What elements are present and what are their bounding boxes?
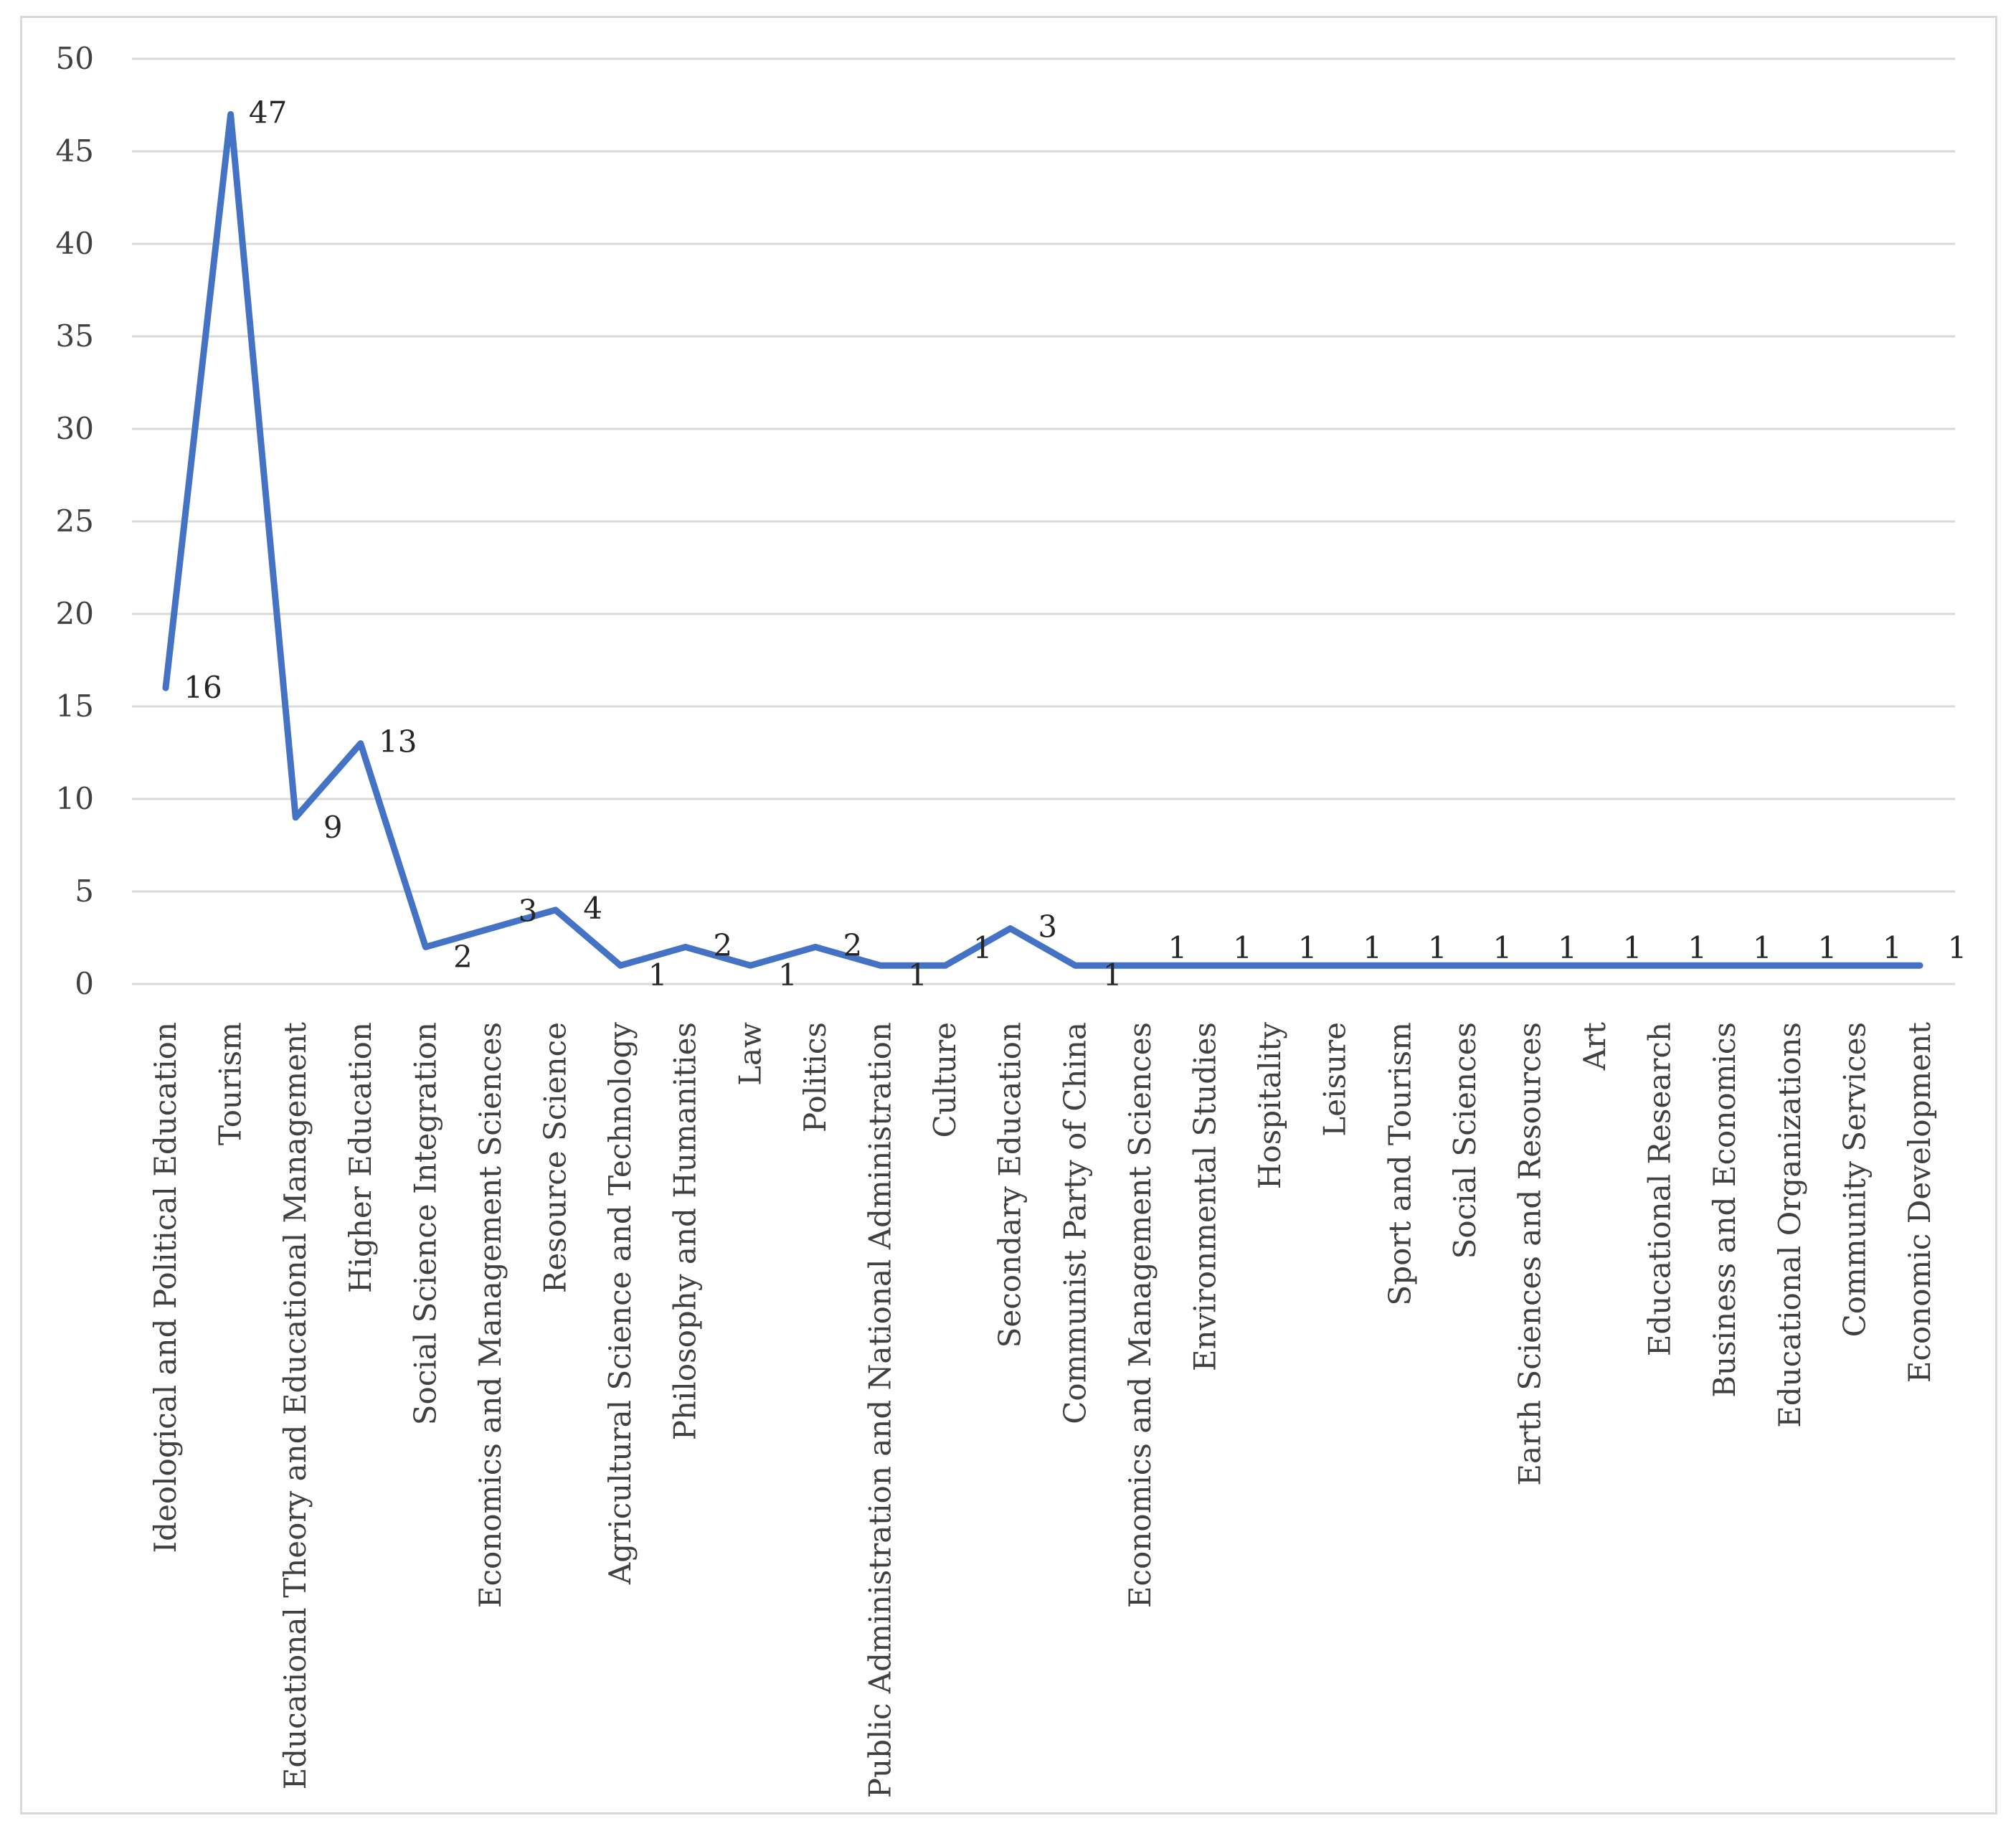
data-label-19: 1 bbox=[1428, 930, 1447, 965]
x-category-label-16: Environmental Studies bbox=[1187, 1022, 1222, 1371]
y-tick-label-50: 50 bbox=[56, 41, 94, 76]
y-tick-label-15: 15 bbox=[56, 689, 94, 724]
x-category-label-7: Agricultural Science and Technology bbox=[602, 1022, 638, 1585]
x-category-label-24: Business and Economics bbox=[1707, 1022, 1742, 1398]
y-tick-label-10: 10 bbox=[56, 781, 94, 816]
y-tick-label-20: 20 bbox=[56, 596, 94, 631]
data-label-17: 1 bbox=[1298, 930, 1317, 965]
y-tick-label-25: 25 bbox=[56, 503, 94, 539]
data-label-24: 1 bbox=[1753, 930, 1772, 965]
data-label-7: 1 bbox=[648, 957, 668, 993]
data-label-23: 1 bbox=[1688, 930, 1707, 965]
data-label-3: 13 bbox=[379, 724, 417, 760]
x-category-label-4: Social Science Integration bbox=[407, 1022, 443, 1425]
x-category-label-17: Hospitality bbox=[1252, 1022, 1287, 1189]
gridlines bbox=[132, 57, 1955, 985]
x-axis-category-labels: Ideological and Political Education Touri… bbox=[148, 1022, 1937, 1798]
data-label-0: 16 bbox=[184, 670, 222, 705]
x-category-label-14: Communist Party of China bbox=[1057, 1022, 1092, 1424]
x-category-label-22: Art bbox=[1577, 1022, 1612, 1071]
y-tick-label-30: 30 bbox=[56, 411, 94, 446]
data-label-2: 9 bbox=[323, 810, 343, 845]
data-label-27: 1 bbox=[1948, 930, 1967, 965]
x-category-label-25: Educational Organizations bbox=[1772, 1022, 1807, 1428]
data-label-13: 3 bbox=[1038, 909, 1057, 945]
x-category-label-1: Tourism bbox=[213, 1022, 248, 1145]
data-label-12: 1 bbox=[973, 930, 993, 965]
data-label-26: 1 bbox=[1883, 930, 1902, 965]
x-category-label-21: Earth Sciences and Resources bbox=[1512, 1022, 1547, 1486]
x-category-label-6: Resource Science bbox=[538, 1022, 573, 1293]
data-label-5: 3 bbox=[519, 894, 538, 929]
data-label-21: 1 bbox=[1558, 930, 1577, 965]
data-label-14: 1 bbox=[1103, 957, 1122, 993]
y-tick-label-0: 0 bbox=[75, 966, 94, 1001]
x-category-label-11: Public Administration and National Admin… bbox=[863, 1022, 898, 1798]
data-label-16: 1 bbox=[1233, 930, 1252, 965]
series-line bbox=[162, 110, 1923, 969]
x-category-label-12: Culture bbox=[927, 1022, 962, 1137]
y-tick-label-35: 35 bbox=[56, 318, 94, 354]
x-category-label-18: Leisure bbox=[1317, 1022, 1353, 1137]
data-label-25: 1 bbox=[1817, 930, 1837, 965]
y-axis-tick-labels: 0 5 10 15 20 25 30 35 40 45 50 bbox=[56, 41, 94, 1001]
y-tick-label-5: 5 bbox=[75, 874, 94, 909]
x-category-label-15: Economics and Management Sciences bbox=[1122, 1022, 1158, 1608]
data-label-6: 4 bbox=[583, 891, 602, 926]
x-category-label-8: Philosophy and Humanities bbox=[668, 1022, 703, 1440]
x-category-label-10: Politics bbox=[798, 1022, 833, 1132]
data-label-10: 2 bbox=[843, 927, 863, 962]
series-line-layer bbox=[162, 110, 1923, 969]
data-label-9: 1 bbox=[778, 957, 798, 993]
data-label-11: 1 bbox=[908, 957, 927, 993]
data-label-8: 2 bbox=[713, 927, 732, 962]
x-category-label-13: Secondary Education bbox=[993, 1022, 1028, 1348]
x-category-label-2: Educational Theory and Educational Manag… bbox=[278, 1022, 313, 1790]
x-category-label-26: Community Services bbox=[1837, 1022, 1872, 1337]
x-category-label-3: Higher Education bbox=[343, 1022, 378, 1293]
data-label-18: 1 bbox=[1363, 930, 1382, 965]
x-category-label-5: Economics and Management Sciences bbox=[473, 1022, 508, 1608]
data-label-1: 47 bbox=[249, 95, 287, 130]
x-category-label-20: Social Sciences bbox=[1447, 1022, 1482, 1259]
x-category-label-23: Educational Research bbox=[1642, 1022, 1677, 1356]
data-label-20: 1 bbox=[1492, 930, 1512, 965]
x-category-label-19: Sport and Tourism bbox=[1382, 1022, 1417, 1306]
y-tick-label-40: 40 bbox=[56, 226, 94, 261]
chart-frame: 0 5 10 15 20 25 30 35 40 45 50 16 47 9 13 2 3 4 1 2 1 2 1 1 3 1 1… bbox=[20, 16, 1997, 1815]
x-category-label-0: Ideological and Political Education bbox=[148, 1022, 183, 1553]
data-label-4: 2 bbox=[453, 939, 473, 974]
data-label-15: 1 bbox=[1168, 930, 1188, 965]
data-label-22: 1 bbox=[1623, 930, 1642, 965]
x-category-label-27: Economic Development bbox=[1902, 1022, 1937, 1383]
x-category-label-9: Law bbox=[732, 1022, 767, 1086]
y-tick-label-45: 45 bbox=[56, 133, 94, 169]
